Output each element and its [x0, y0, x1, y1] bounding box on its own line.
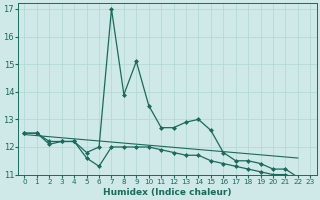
- X-axis label: Humidex (Indice chaleur): Humidex (Indice chaleur): [103, 188, 232, 197]
